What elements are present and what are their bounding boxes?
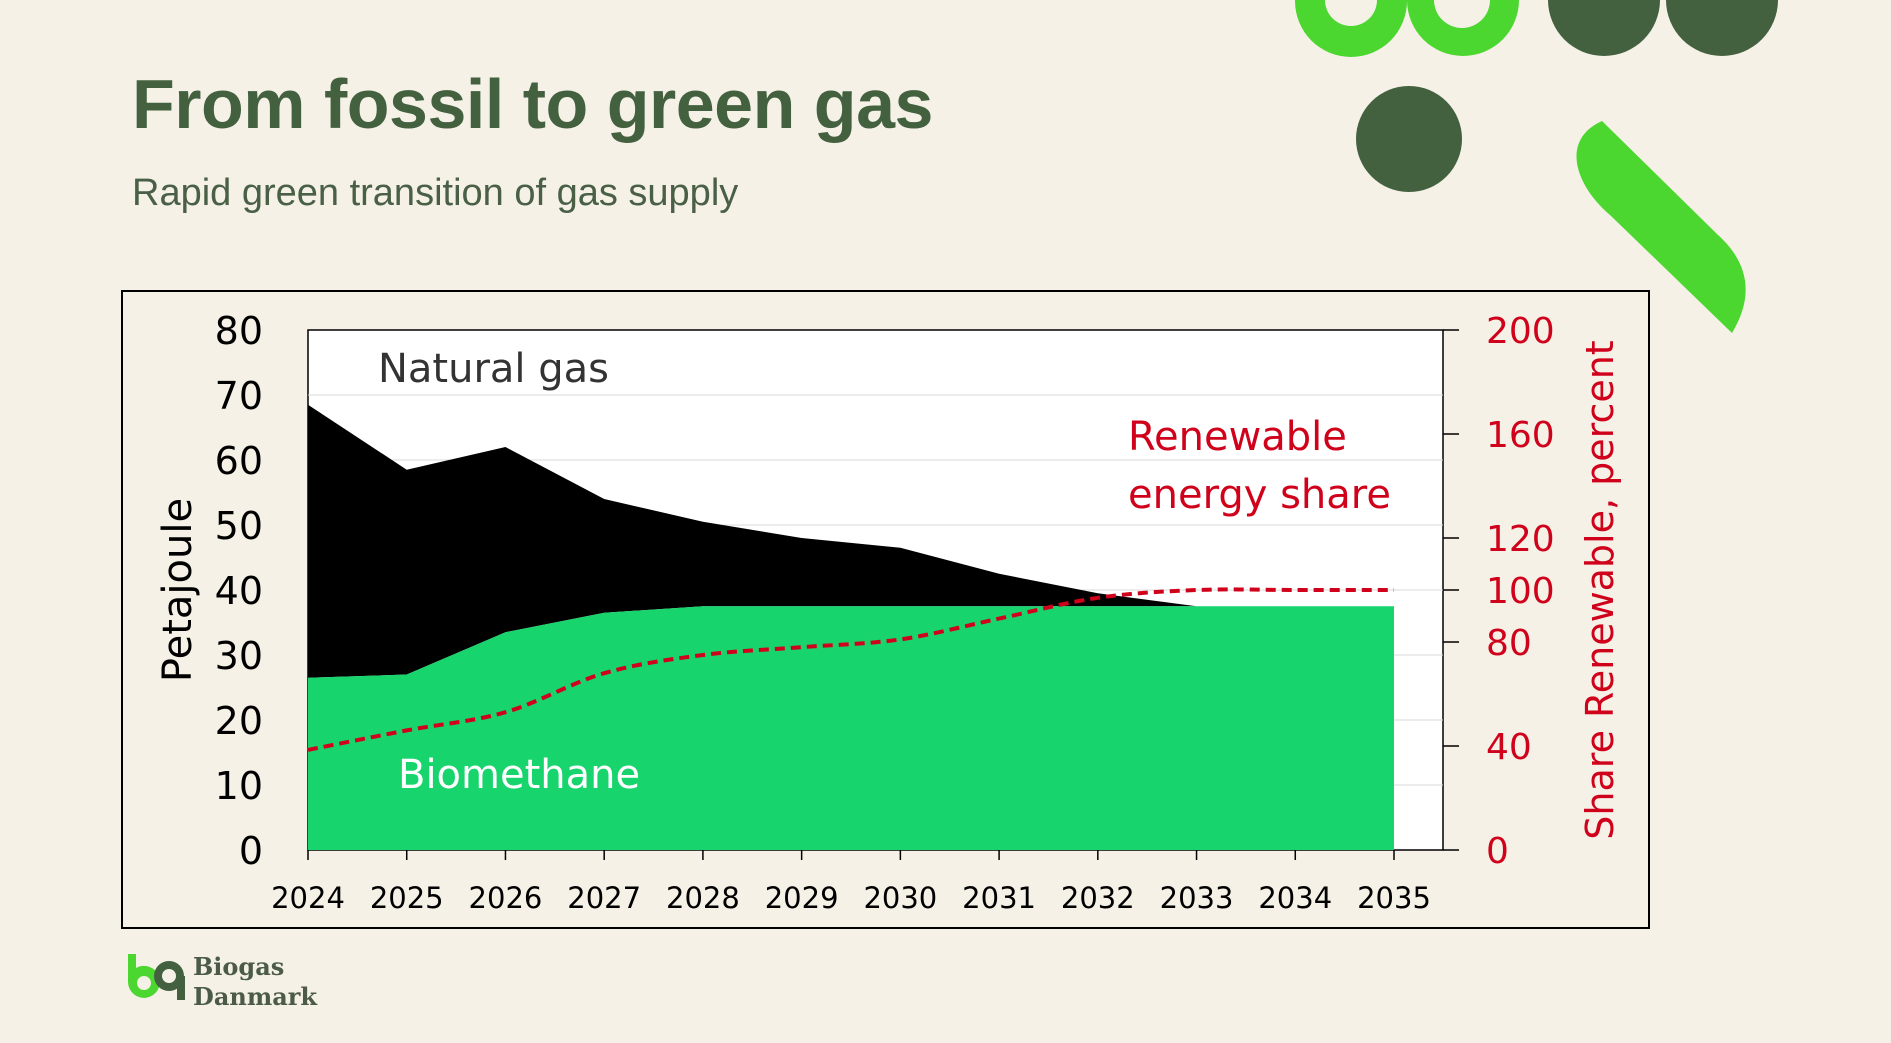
y-tick-label: 80 bbox=[215, 309, 263, 353]
y-right-tick-label: 40 bbox=[1486, 727, 1532, 768]
x-tick-label: 2024 bbox=[271, 881, 345, 915]
y-tick-label: 60 bbox=[215, 439, 263, 483]
chart-frame bbox=[121, 290, 1650, 929]
page-title: From fossil to green gas bbox=[132, 65, 933, 143]
brand-name-line1: Biogas bbox=[193, 952, 285, 981]
dark-green-circle bbox=[1356, 86, 1462, 192]
x-tick-label: 2028 bbox=[666, 881, 740, 915]
x-tick-label: 2025 bbox=[370, 881, 444, 915]
x-tick-label: 2026 bbox=[469, 881, 543, 915]
x-tick-label: 2027 bbox=[567, 881, 641, 915]
renewable-label-line1: Renewable bbox=[1128, 414, 1347, 460]
x-tick-label: 2035 bbox=[1357, 881, 1431, 915]
natural-gas-label: Natural gas bbox=[378, 346, 609, 392]
renewable-share-line bbox=[307, 587, 1394, 752]
y-right-axis-title: Share Renewable, percent bbox=[1578, 340, 1622, 839]
biomethane-area bbox=[308, 606, 1394, 850]
dark-green-half-circle-2 bbox=[1666, 0, 1778, 56]
brand-name: Biogas Danmark bbox=[193, 952, 317, 1012]
bright-green-ring-left bbox=[1295, 0, 1407, 57]
bright-green-leaf bbox=[1576, 121, 1746, 333]
brand-name-line2: Danmark bbox=[193, 982, 318, 1011]
y-tick-label: 10 bbox=[215, 764, 263, 808]
x-tick-label: 2030 bbox=[863, 881, 937, 915]
y-tick-label: 30 bbox=[215, 634, 263, 678]
x-tick-label: 2029 bbox=[765, 881, 839, 915]
y-right-tick-label: 120 bbox=[1486, 519, 1555, 560]
y-right-tick-label: 200 bbox=[1486, 311, 1555, 352]
biomethane-label: Biomethane bbox=[398, 752, 640, 798]
x-tick-label: 2031 bbox=[962, 881, 1036, 915]
y-tick-label: 0 bbox=[239, 829, 263, 873]
y-right-tick-label: 80 bbox=[1486, 623, 1532, 664]
y-right-tick-label: 160 bbox=[1486, 415, 1555, 456]
natural-gas-area bbox=[308, 404, 1394, 678]
y-right-tick-label: 0 bbox=[1486, 831, 1509, 872]
page-subtitle: Rapid green transition of gas supply bbox=[132, 172, 739, 214]
y-tick-label: 50 bbox=[215, 504, 263, 548]
y-tick-label: 40 bbox=[215, 569, 263, 613]
x-tick-label: 2032 bbox=[1061, 881, 1135, 915]
y-tick-label: 20 bbox=[215, 699, 263, 743]
biogas-danmark-logo-icon bbox=[128, 954, 185, 1000]
x-tick-label: 2034 bbox=[1258, 881, 1332, 915]
dark-green-half-circle-1 bbox=[1548, 0, 1660, 56]
renewable-label-line2: energy share bbox=[1128, 472, 1391, 518]
bright-green-ring-right bbox=[1407, 0, 1519, 56]
y-right-tick-label: 100 bbox=[1486, 571, 1555, 612]
y-tick-label: 70 bbox=[215, 374, 263, 418]
x-tick-label: 2033 bbox=[1160, 881, 1234, 915]
y-axis-title: Petajoule bbox=[155, 498, 201, 682]
